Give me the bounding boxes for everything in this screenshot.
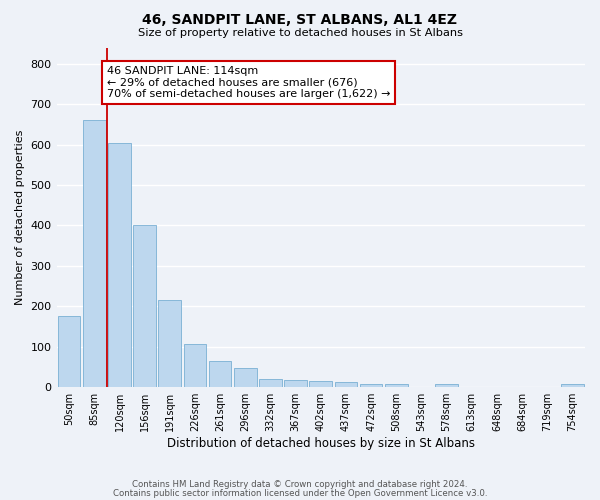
Bar [259,379,282,387]
Bar [184,344,206,387]
Text: Size of property relative to detached houses in St Albans: Size of property relative to detached ho… [137,28,463,38]
Bar [209,361,232,387]
Text: Contains public sector information licensed under the Open Government Licence v3: Contains public sector information licen… [113,488,487,498]
Bar [335,382,357,387]
Bar [310,381,332,387]
X-axis label: Distribution of detached houses by size in St Albans: Distribution of detached houses by size … [167,437,475,450]
Bar [58,316,80,387]
Text: 46 SANDPIT LANE: 114sqm
← 29% of detached houses are smaller (676)
70% of semi-d: 46 SANDPIT LANE: 114sqm ← 29% of detache… [107,66,390,100]
Bar [133,226,156,387]
Text: 46, SANDPIT LANE, ST ALBANS, AL1 4EZ: 46, SANDPIT LANE, ST ALBANS, AL1 4EZ [143,12,458,26]
Bar [234,368,257,387]
Text: Contains HM Land Registry data © Crown copyright and database right 2024.: Contains HM Land Registry data © Crown c… [132,480,468,489]
Bar [158,300,181,387]
Y-axis label: Number of detached properties: Number of detached properties [15,130,25,305]
Bar [284,380,307,387]
Bar [561,384,584,387]
Bar [435,384,458,387]
Bar [360,384,382,387]
Bar [83,120,106,387]
Bar [108,142,131,387]
Bar [385,384,407,387]
